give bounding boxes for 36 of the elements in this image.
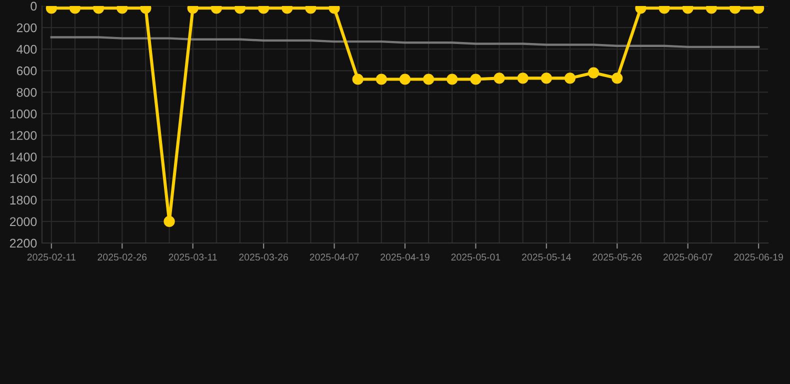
- y-tick-label: 200: [16, 23, 37, 32]
- y-tick-label: 1800: [10, 196, 37, 205]
- line-series: [50, 36, 760, 48]
- x-tick-label: 2025-06-19: [734, 254, 783, 261]
- y-tick-label: 2200: [10, 238, 37, 248]
- y-tick-label: 1200: [10, 131, 37, 140]
- y-tick-label: 1400: [10, 152, 37, 162]
- point: [446, 74, 458, 85]
- point: [517, 72, 528, 84]
- x-tick-label: 2025-05-26: [592, 254, 642, 261]
- point: [564, 72, 576, 84]
- point: [376, 74, 387, 85]
- x-tick-label: 2025-06-07: [663, 254, 712, 261]
- x-tick-label: 2025-05-01: [451, 254, 500, 261]
- y-tick-label: 1000: [10, 110, 37, 118]
- x-tick-label: 2025-03-11: [168, 254, 217, 261]
- y-tick-label: 0: [30, 2, 37, 11]
- y-tick-label: 2000: [10, 217, 37, 226]
- y-tick-label: 800: [16, 88, 37, 97]
- point: [470, 74, 482, 85]
- x-tick-label: 2025-04-19: [380, 254, 430, 261]
- point: [423, 74, 434, 85]
- point: [540, 72, 552, 84]
- y-tick-label: 1600: [10, 174, 37, 184]
- x-tick-label: 2025-02-11: [27, 254, 76, 261]
- point: [588, 67, 600, 78]
- point: [352, 74, 364, 85]
- y-tick-label: 600: [16, 66, 37, 76]
- x-tick-label: 2025-03-26: [239, 254, 288, 261]
- x-tick-label: 2025-05-14: [522, 254, 572, 261]
- x-tick-label: 2025-04-07: [310, 254, 359, 261]
- x-tick-label: 2025-02-26: [98, 254, 147, 261]
- point: [494, 72, 505, 84]
- point: [612, 72, 623, 84]
- y-tick-label: 400: [16, 44, 37, 54]
- point: [399, 74, 411, 85]
